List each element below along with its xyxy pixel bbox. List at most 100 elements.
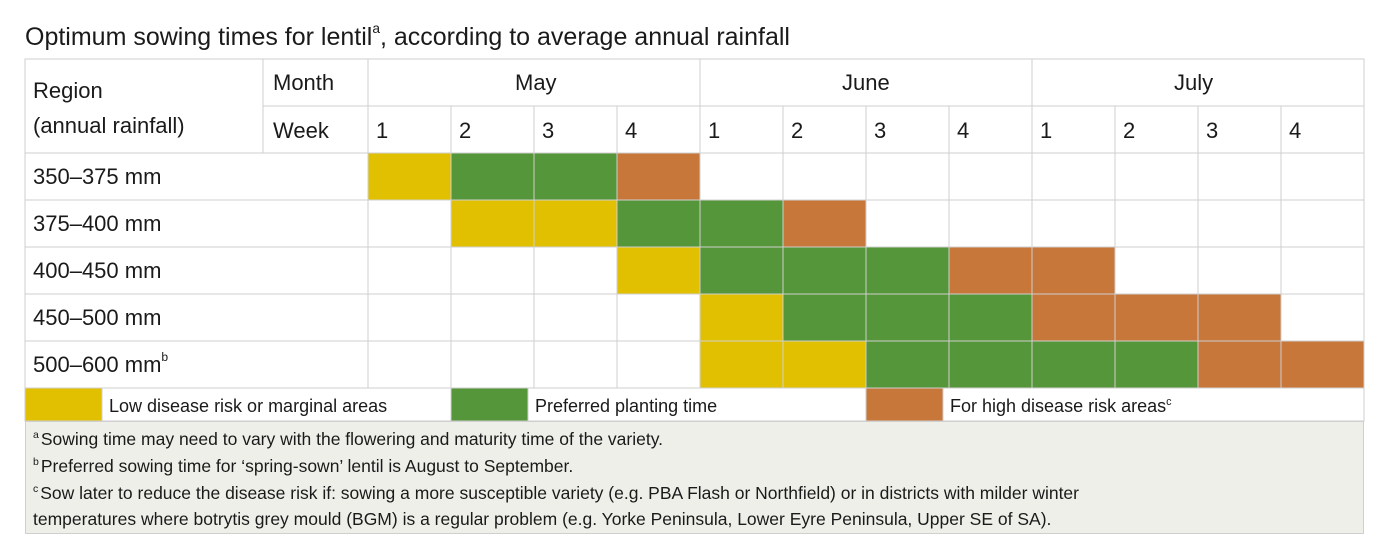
rainfall-label: 400–450 mm xyxy=(33,258,162,283)
sowing-cell-g xyxy=(782,293,867,342)
week-header: 4 xyxy=(957,118,970,143)
footnotes: a Sowing time may need to vary with the f… xyxy=(25,421,1364,534)
table-title: Optimum sowing times for lentila, accord… xyxy=(25,20,790,51)
legend-swatch-y xyxy=(24,387,103,422)
week-header-cell xyxy=(1031,105,1116,154)
empty-cell xyxy=(1280,152,1365,201)
week-header-cell xyxy=(616,105,701,154)
empty-cell xyxy=(1031,152,1116,201)
empty-cell xyxy=(533,293,618,342)
region-header-cell xyxy=(24,58,264,154)
empty-cell xyxy=(367,246,452,295)
week-header-cell xyxy=(699,105,784,154)
empty-cell xyxy=(367,293,452,342)
month-header-may: May xyxy=(515,70,557,95)
legend-label: Low disease risk or marginal areas xyxy=(109,396,388,416)
rainfall-label-cell xyxy=(24,152,369,201)
sowing-cell-g xyxy=(1114,340,1199,389)
empty-cell xyxy=(699,152,784,201)
sowing-cell-g xyxy=(616,199,701,248)
empty-cell xyxy=(1114,199,1199,248)
empty-cell xyxy=(533,246,618,295)
sowing-cell-g xyxy=(1031,340,1116,389)
empty-cell xyxy=(1197,199,1282,248)
sowing-cell-o xyxy=(782,199,867,248)
week-header-cell xyxy=(865,105,950,154)
month-header-cell xyxy=(1031,58,1365,107)
sowing-cell-g xyxy=(948,293,1033,342)
sowing-cell-y xyxy=(699,340,784,389)
empty-cell xyxy=(450,246,535,295)
empty-cell xyxy=(1280,199,1365,248)
sowing-cell-o xyxy=(1031,293,1116,342)
sowing-cell-g xyxy=(865,246,950,295)
empty-cell xyxy=(616,293,701,342)
legend-swatch-o xyxy=(865,387,944,422)
sowing-cell-y xyxy=(699,293,784,342)
empty-cell xyxy=(1280,293,1365,342)
rainfall-label: 500–600 mmb xyxy=(33,350,169,377)
footnote-continued: temperatures where botrytis grey mould (… xyxy=(33,509,1052,529)
sowing-cell-y xyxy=(367,152,452,201)
rainfall-label-cell xyxy=(24,246,369,295)
sowing-cell-o xyxy=(1280,340,1365,389)
week-header: 2 xyxy=(791,118,804,143)
empty-cell xyxy=(1114,152,1199,201)
empty-cell xyxy=(533,340,618,389)
sowing-cell-g xyxy=(782,246,867,295)
week-header: 1 xyxy=(1040,118,1053,143)
empty-cell xyxy=(782,152,867,201)
week-header: 3 xyxy=(1206,118,1219,143)
sowing-cell-g xyxy=(450,152,535,201)
sowing-cell-g xyxy=(865,293,950,342)
week-row-label: Week xyxy=(273,118,329,143)
empty-cell xyxy=(1197,246,1282,295)
sowing-cell-y xyxy=(616,246,701,295)
empty-cell xyxy=(616,340,701,389)
rainfall-label: 450–500 mm xyxy=(33,305,162,330)
empty-cell xyxy=(1280,246,1365,295)
region-header-label: Region xyxy=(33,78,103,103)
sowing-cell-g xyxy=(948,340,1033,389)
week-header: 3 xyxy=(542,118,555,143)
footnote: c Sow later to reduce the disease risk if… xyxy=(33,483,1079,503)
sowing-cell-g xyxy=(865,340,950,389)
legend-item xyxy=(865,387,1365,422)
legend-label: For high disease risk areasc xyxy=(950,396,1172,416)
month-label-cell xyxy=(262,58,369,107)
week-header: 1 xyxy=(708,118,721,143)
week-header: 3 xyxy=(874,118,887,143)
rainfall-label-cell xyxy=(24,293,369,342)
month-header-july: July xyxy=(1174,70,1214,95)
sowing-cell-g xyxy=(533,152,618,201)
week-header-cell xyxy=(948,105,1033,154)
footnote: b Preferred sowing time for ‘spring-sown’… xyxy=(33,456,574,476)
rainfall-label: 350–375 mm xyxy=(33,164,162,189)
week-header-cell xyxy=(1197,105,1282,154)
sowing-cell-g xyxy=(699,246,784,295)
week-header-cell xyxy=(1114,105,1199,154)
sowing-cell-o xyxy=(1114,293,1199,342)
empty-cell xyxy=(865,152,950,201)
empty-cell xyxy=(450,293,535,342)
empty-cell xyxy=(1031,199,1116,248)
empty-cell xyxy=(948,152,1033,201)
month-header-june: June xyxy=(842,70,890,95)
rainfall-label-cell xyxy=(24,199,369,248)
empty-cell xyxy=(865,199,950,248)
footnote: a Sowing time may need to vary with the f… xyxy=(33,429,664,449)
empty-cell xyxy=(1197,152,1282,201)
rainfall-label: 375–400 mm xyxy=(33,211,162,236)
legend-swatch-g xyxy=(450,387,529,422)
month-header-cell xyxy=(699,58,1033,107)
sowing-cell-o xyxy=(1031,246,1116,295)
week-header: 2 xyxy=(459,118,472,143)
sowing-cell-y xyxy=(450,199,535,248)
sowing-cell-o xyxy=(1197,340,1282,389)
empty-cell xyxy=(450,340,535,389)
sowing-cell-o xyxy=(1197,293,1282,342)
empty-cell xyxy=(367,199,452,248)
sowing-cell-o xyxy=(616,152,701,201)
empty-cell xyxy=(367,340,452,389)
